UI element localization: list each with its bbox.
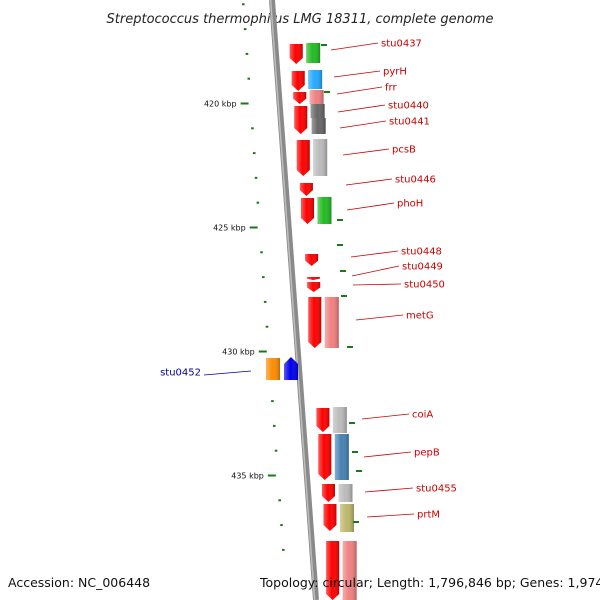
gene-label-pyrh[interactable]: pyrH [383, 67, 407, 78]
gene-label-pcsb[interactable]: pcsB [392, 145, 416, 156]
gene-label-stu0455[interactable]: stu0455 [416, 484, 457, 495]
leader-line [351, 265, 400, 277]
gene-label-pepb[interactable]: pepB [414, 448, 440, 459]
gene-label-phoh[interactable]: phoH [397, 199, 423, 210]
leader-line [333, 70, 381, 78]
leader-line [203, 370, 252, 376]
leader-line [339, 120, 387, 129]
gene-label-stu0450[interactable]: stu0450 [404, 280, 445, 291]
topology-text: Topology: circular; Length: 1,796,846 bp… [260, 575, 600, 590]
leader-line [363, 451, 412, 458]
leader-line [366, 513, 415, 518]
feature-track [266, 43, 362, 600]
gene-label-stu0441[interactable]: stu0441 [389, 117, 430, 128]
gene-label-stu0452[interactable]: stu0452 [160, 368, 201, 379]
cds-track [289, 44, 340, 600]
tick-label: 430 kbp [222, 348, 255, 357]
leader-line [345, 178, 393, 186]
tick-label: 435 kbp [231, 472, 264, 481]
map-title: Streptococcus thermophilus LMG 18311, co… [107, 12, 494, 27]
gene-label-prtm[interactable]: prtM [417, 510, 440, 521]
leader-line [330, 42, 379, 51]
gene-label-stu0448[interactable]: stu0448 [401, 247, 442, 258]
leader-line [342, 148, 390, 156]
tick-label: 420 kbp [204, 100, 237, 109]
tick-label: 425 kbp [213, 224, 246, 233]
gene-label-stu0446[interactable]: stu0446 [395, 175, 436, 186]
gene-label-stu0437[interactable]: stu0437 [381, 39, 422, 50]
accession-text: Accession: NC_006448 [8, 575, 151, 590]
gene-label-coia[interactable]: coiA [412, 410, 433, 421]
leader-line [361, 413, 410, 420]
gene-label-metg[interactable]: metG [406, 311, 434, 322]
gene-label-frr[interactable]: frr [385, 83, 397, 94]
leader-line [352, 283, 402, 286]
leader-line [346, 202, 395, 211]
gene-label-stu0440[interactable]: stu0440 [388, 101, 429, 112]
leader-line [364, 487, 414, 493]
gene-labels: stu0437 pyrH frr stu0440 stu0441 pcsB stu0446 p… [160, 39, 457, 521]
genome-backbone [269, 0, 319, 600]
leader-line [350, 250, 399, 258]
leader-line [355, 314, 404, 321]
leader-line [337, 104, 386, 113]
leader-line [336, 86, 383, 95]
ruler: 420 kbp 425 kbp 430 kbp 435 kbp [204, 3, 285, 551]
gene-label-stu0449[interactable]: stu0449 [402, 262, 443, 273]
